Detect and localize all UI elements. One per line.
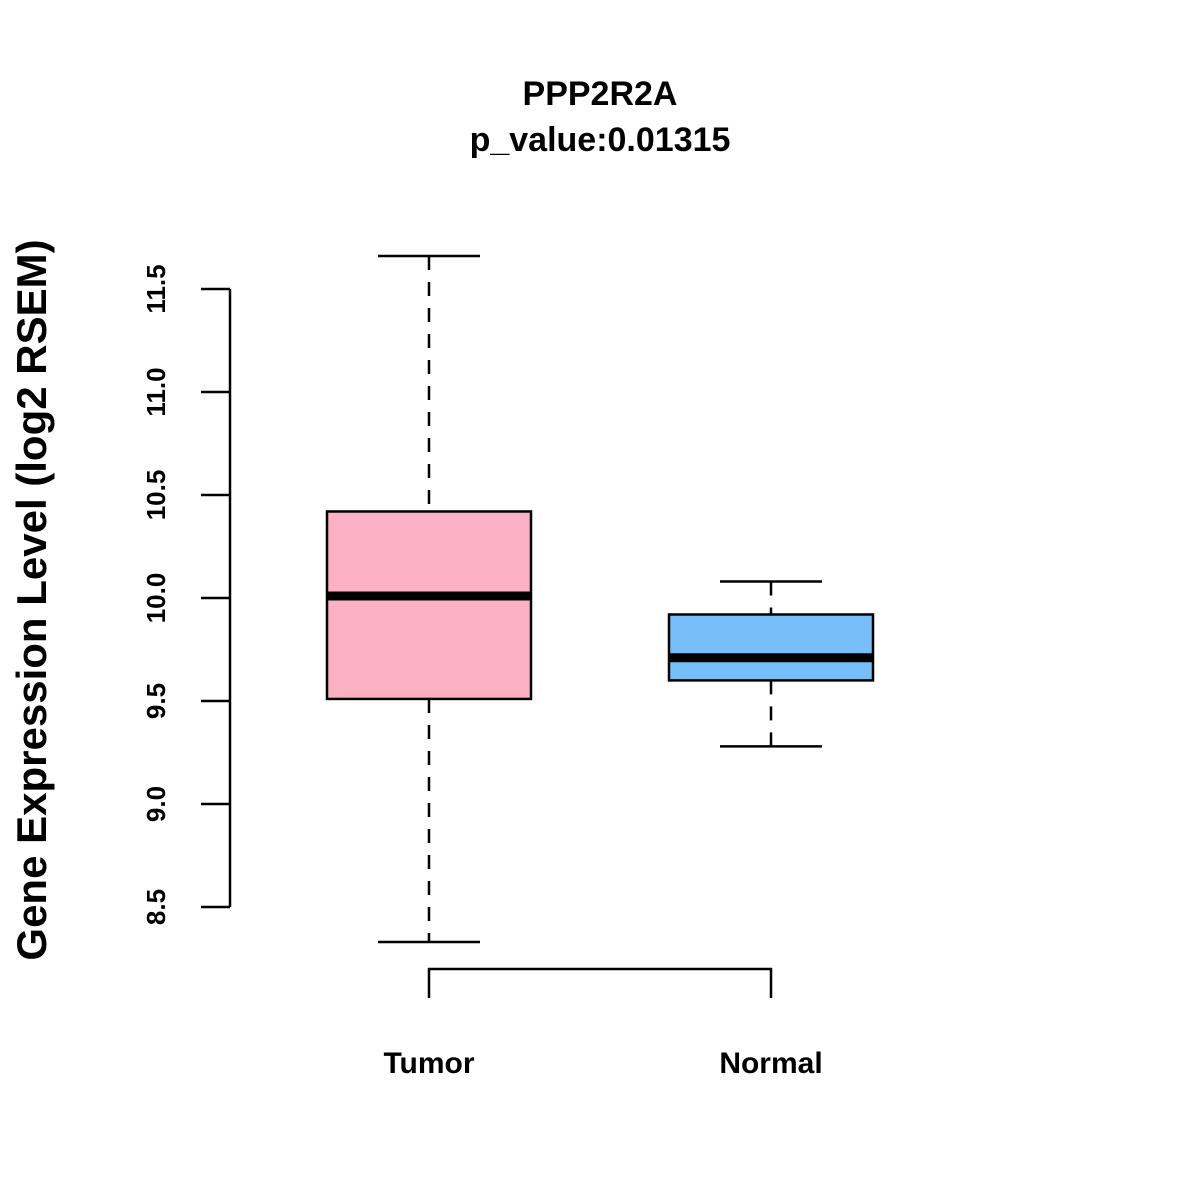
chart-subtitle: p_value:0.01315 [470,121,731,159]
normal-iqr-box [667,613,875,682]
y-tick-label-2: 9.5 [141,683,171,719]
normal-box-group [667,580,875,748]
y-tick-label-6: 11.5 [141,264,171,313]
y-tick-label-1: 9.0 [141,786,171,822]
tumor-box-group [325,254,533,944]
y-axis-label: Gene Expression Level (log2 RSEM) [8,239,55,960]
y-tick-label-3: 10.0 [141,573,171,624]
comparison-bracket [427,967,773,998]
y-tick-label-0: 8.5 [141,889,171,925]
y-tick-label-5: 11.0 [141,367,171,416]
y-axis: 8.5 9.0 9.5 10.0 10.5 11.0 11.5 [141,264,232,925]
y-tick-label-4: 10.5 [141,470,171,521]
x-label-normal: Normal [719,1047,822,1080]
x-label-tumor: Tumor [383,1047,474,1080]
bracket-line [427,967,773,998]
chart-title: PPP2R2A [523,75,678,113]
x-axis-labels: Tumor Normal [383,1047,822,1080]
boxes [325,254,875,944]
tumor-iqr-box [325,510,533,701]
